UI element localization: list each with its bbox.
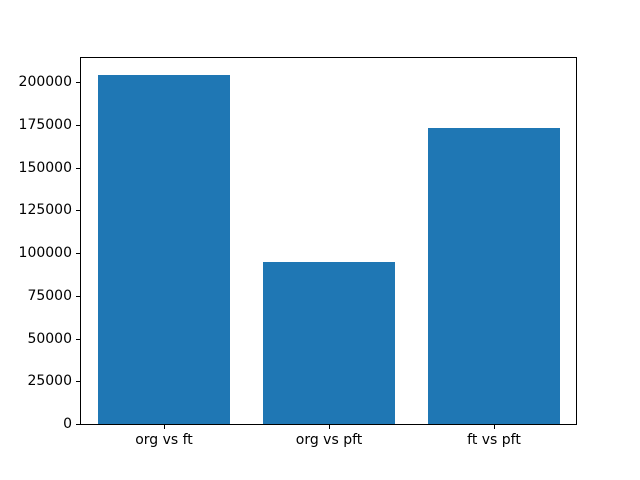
y-tick-label: 0 — [63, 416, 72, 432]
y-tick-label: 125000 — [18, 202, 72, 218]
y-tick-mark — [76, 339, 80, 340]
y-tick-mark — [76, 381, 80, 382]
y-tick-label: 100000 — [18, 245, 72, 261]
y-tick-label: 175000 — [18, 117, 72, 133]
y-tick-label: 50000 — [27, 331, 72, 347]
y-tick-label: 150000 — [18, 160, 72, 176]
x-tick-label: org vs pft — [295, 432, 363, 448]
y-tick-mark — [76, 125, 80, 126]
y-tick-mark — [76, 424, 80, 425]
bar — [97, 75, 230, 424]
y-tick-mark — [76, 253, 80, 254]
x-tick-mark — [164, 425, 165, 429]
y-tick-mark — [76, 296, 80, 297]
bar — [262, 262, 395, 424]
bar — [427, 128, 560, 424]
x-tick-label: org vs ft — [135, 432, 193, 448]
x-tick-mark — [494, 425, 495, 429]
y-tick-mark — [76, 210, 80, 211]
y-tick-label: 25000 — [27, 373, 72, 389]
y-tick-label: 200000 — [18, 74, 72, 90]
x-tick-label: ft vs pft — [467, 432, 521, 448]
y-tick-mark — [76, 82, 80, 83]
axes-frame — [80, 57, 577, 425]
y-tick-mark — [76, 168, 80, 169]
x-tick-mark — [329, 425, 330, 429]
y-tick-label: 75000 — [27, 288, 72, 304]
